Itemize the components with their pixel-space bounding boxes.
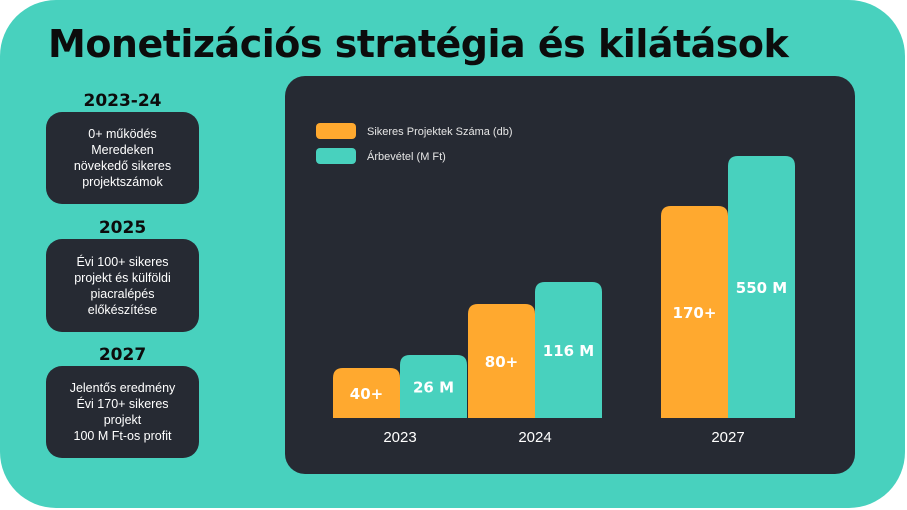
milestone-year: 2027: [98, 345, 147, 365]
chart-panel: Sikeres Projektek Száma (db) Árbevétel (M…: [285, 76, 855, 474]
bar: [333, 368, 400, 418]
bar: [661, 206, 728, 418]
milestone-line: Évi 170+ sikeres: [76, 397, 169, 411]
bar-value-label: 40+: [350, 385, 383, 403]
milestone-line: projektszámok: [82, 175, 163, 189]
category-label: 2024: [518, 429, 551, 446]
milestone-line: piacralépés: [90, 286, 155, 301]
bar: [535, 282, 602, 418]
bar-value-label: 550 M: [736, 279, 787, 297]
milestone-list: 2023-24 0+ működés Meredeken növekedő si…: [46, 90, 199, 458]
milestone-box: Évi 100+ sikeres projekt és külföldi pia…: [46, 239, 199, 332]
milestone-line: Meredeken: [91, 143, 154, 157]
milestone-line: előkészítése: [87, 302, 158, 317]
bar-value-label: 80+: [485, 353, 518, 371]
legend-label: Sikeres Projektek Száma (db): [367, 126, 513, 138]
bar-value-label: 116 M: [543, 342, 594, 360]
page-title: Monetizációs stratégia és kilátások: [48, 22, 789, 66]
bar: [400, 355, 467, 418]
milestone-line: 0+ működés: [88, 127, 157, 141]
category-label: 2023: [383, 429, 416, 446]
bar-chart: Sikeres Projektek Száma (db) Árbevétel (M…: [316, 123, 795, 446]
milestone-box: Jelentős eredmény Évi 170+ sikeres proje…: [46, 366, 199, 458]
bar-value-label: 26 M: [413, 379, 454, 397]
legend-swatch: [316, 123, 356, 139]
bar: [468, 304, 535, 418]
milestone-year: 2025: [98, 218, 147, 238]
milestone-line: Évi 100+ sikeres: [76, 254, 169, 269]
milestone-line: 100 M Ft-os profit: [73, 429, 172, 443]
milestone-year: 2023-24: [83, 91, 162, 111]
bar-value-label: 170+: [673, 304, 717, 322]
legend-swatch: [316, 148, 356, 164]
milestone-line: Jelentős eredmény: [69, 381, 176, 395]
chart-legend: Sikeres Projektek Száma (db) Árbevétel (M…: [316, 123, 513, 164]
chart-categories: 2023 2024 2027: [383, 429, 744, 446]
milestone-line: projekt: [103, 413, 142, 427]
legend-label: Árbevétel (M Ft): [367, 150, 446, 163]
milestone-line: projekt és külföldi: [74, 270, 171, 285]
category-label: 2027: [711, 429, 744, 446]
bar: [728, 156, 795, 418]
milestone-box: 0+ működés Meredeken növekedő sikeres pr…: [46, 112, 199, 204]
chart-bars: 40+ 26 M 80+ 116 M 170+ 550 M: [333, 156, 795, 418]
milestone-line: növekedő sikeres: [73, 159, 172, 173]
